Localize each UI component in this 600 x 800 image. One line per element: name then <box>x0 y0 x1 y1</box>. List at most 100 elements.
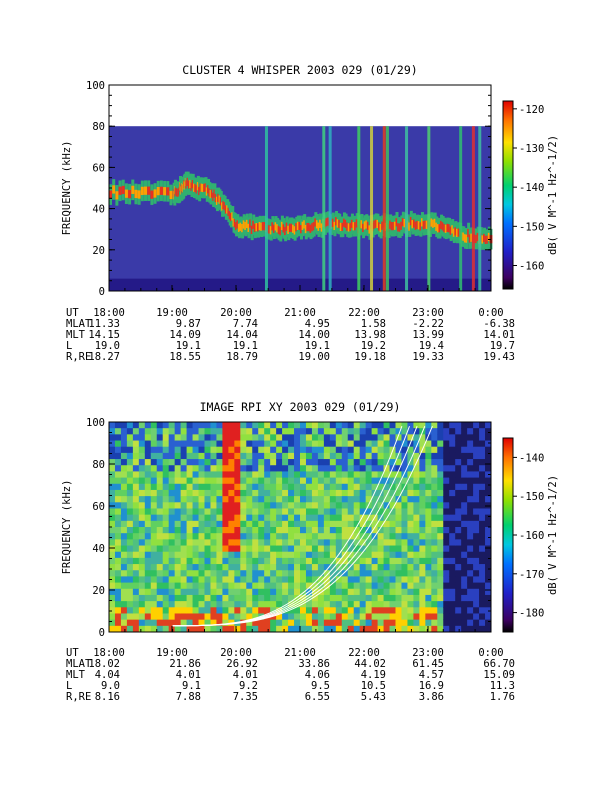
spectrogram-cell <box>431 607 438 614</box>
spectrogram-cell <box>222 422 229 429</box>
spectrogram-cell <box>198 551 205 559</box>
spectrogram-cell <box>395 625 402 633</box>
spectrogram-cell <box>228 446 235 454</box>
spectrogram-cell <box>234 520 241 528</box>
spectrogram-cell <box>377 582 385 590</box>
spectrogram-cell <box>186 428 194 435</box>
spectrogram-cell <box>479 582 486 590</box>
spectrogram-cell <box>335 514 343 522</box>
spectrogram-cell <box>401 459 408 466</box>
spectrogram-cell <box>437 533 444 540</box>
band-segment <box>269 226 273 235</box>
band-segment <box>451 225 455 234</box>
spectrogram-cell <box>228 601 235 608</box>
spectrogram-cell <box>341 588 349 596</box>
spectrogram-cell <box>323 564 331 571</box>
band-segment <box>465 234 469 243</box>
spectrogram-cell <box>144 594 152 602</box>
spectrogram-cell <box>162 520 170 528</box>
spectrogram-cell <box>264 607 271 614</box>
spectrogram-cell <box>222 619 229 627</box>
panel-1: CLUSTER 4 WHISPER 2003 029 (01/29)020406… <box>61 63 559 363</box>
ephemeris-value: 14.01 <box>483 329 515 341</box>
spectrogram-cell <box>443 539 450 547</box>
spectrogram-cell <box>210 551 217 559</box>
spectrogram-cell <box>437 539 444 547</box>
spectrogram-cell <box>479 446 486 454</box>
spectrogram-cell <box>335 607 343 614</box>
spectrogram-cell <box>210 502 217 509</box>
spectrogram-cell <box>168 514 176 522</box>
band-segment <box>169 190 173 200</box>
spectrogram-cell <box>485 619 492 627</box>
spectrogram-cell <box>461 533 468 540</box>
spectrogram-cell <box>407 422 414 429</box>
spectrogram-cell <box>132 440 140 448</box>
spectrogram-cell <box>138 508 146 516</box>
spectrogram-cell <box>347 551 355 559</box>
band-segment <box>236 220 240 229</box>
spectrogram-cell <box>258 545 265 553</box>
spectrogram-cell <box>431 594 438 602</box>
spectrogram-cell <box>198 576 205 584</box>
spectrogram-cell <box>437 527 444 534</box>
spectrogram-cell <box>198 625 205 633</box>
spectrogram-cell <box>264 508 271 516</box>
spectrogram-cell <box>174 601 182 608</box>
spectrogram-cell <box>437 520 444 528</box>
spectrogram-cell <box>270 564 277 571</box>
spectrogram-cell <box>288 545 295 553</box>
spectrogram-cell <box>192 539 200 547</box>
band-segment <box>462 232 466 241</box>
band-segment <box>409 217 413 226</box>
band-segment <box>440 220 444 230</box>
spectrogram-cell <box>192 489 200 497</box>
ephemeris-label: MLT <box>66 329 86 341</box>
spectrogram-cell <box>210 428 217 435</box>
spectrogram-cell <box>389 533 396 540</box>
spectrogram-cell <box>365 428 373 435</box>
spectrogram-cell <box>329 594 337 602</box>
spectrogram-cell <box>473 514 480 522</box>
spectrogram-cell <box>180 428 188 435</box>
spectrogram-cell <box>467 459 474 466</box>
spectrogram-cell <box>288 452 295 460</box>
spectrogram-cell <box>204 465 211 472</box>
chart-title: IMAGE RPI XY 2003 029 (01/29) <box>200 400 401 414</box>
spectrogram-cell <box>162 446 170 454</box>
spectrogram-cell <box>431 551 438 559</box>
spectrogram-cell <box>389 440 396 448</box>
spectrogram-cell <box>305 582 313 590</box>
spectrogram-cell <box>204 489 211 497</box>
spectrogram-cell <box>204 607 211 614</box>
spectrogram-cell <box>174 502 182 509</box>
band-segment <box>303 220 307 229</box>
ephemeris-value: 19.2 <box>361 340 386 352</box>
spectrogram-cell <box>389 564 396 571</box>
spectrogram-cell <box>168 502 176 509</box>
spectrogram-cell <box>323 496 331 503</box>
spectrogram-cell <box>186 576 194 584</box>
spectrogram-cell <box>174 459 182 466</box>
spectrogram-cell <box>234 607 241 614</box>
spectrogram-cell <box>461 489 468 497</box>
spectrogram-cell <box>186 613 194 621</box>
spectrogram-cell <box>282 422 289 429</box>
spectrogram-cell <box>311 434 319 442</box>
spectrogram-cell <box>485 440 492 448</box>
spectrogram-cell <box>359 465 367 472</box>
spectrogram-cell <box>288 594 295 602</box>
spectrogram-cell <box>431 477 438 485</box>
spectrogram-cell <box>425 422 432 429</box>
spectrogram-cell <box>389 452 396 460</box>
spectrogram-cell <box>353 446 361 454</box>
spectrogram-cell <box>443 465 450 472</box>
spectrogram-cell <box>431 440 438 448</box>
band-segment <box>401 217 405 227</box>
spectrogram-cell <box>120 496 128 503</box>
spectrogram-cell <box>395 422 402 429</box>
spectrogram-cell <box>317 514 325 522</box>
band-segment <box>261 222 265 231</box>
spectrogram-cell <box>282 594 289 602</box>
